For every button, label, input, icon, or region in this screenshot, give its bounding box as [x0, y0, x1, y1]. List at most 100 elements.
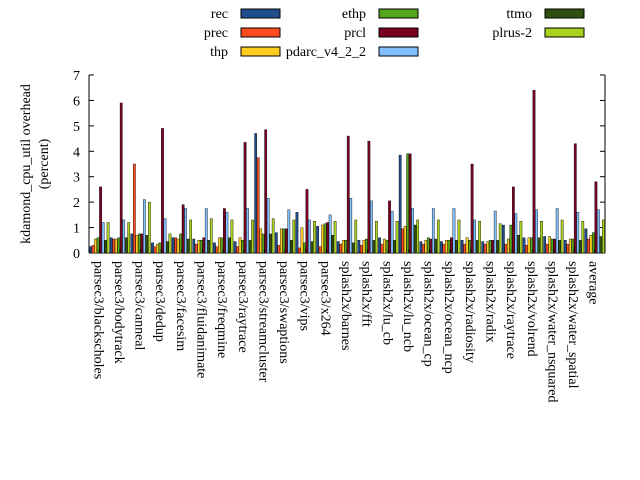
- bar-rec: [130, 233, 134, 254]
- bar-prcl: [284, 228, 288, 254]
- bar-prec: [339, 243, 343, 254]
- bar-ttmo: [578, 240, 582, 254]
- bar-plrus-2: [457, 219, 461, 254]
- bar-thp: [403, 226, 407, 254]
- bar-thp: [507, 238, 510, 254]
- bar-ethp: [426, 237, 430, 254]
- bar-rec: [481, 241, 485, 254]
- bar-thp: [156, 243, 159, 254]
- bar-rec: [584, 228, 588, 254]
- bar-rec: [213, 242, 216, 254]
- bar-rec: [543, 236, 546, 254]
- bar-plrus-2: [313, 221, 316, 254]
- bar-pdarc_v4_2_2: [431, 208, 435, 254]
- bar-plrus-2: [560, 219, 564, 254]
- bar-rec: [233, 241, 237, 254]
- bar-prcl: [99, 186, 102, 254]
- bar-prec: [256, 157, 260, 254]
- bar-prcl: [119, 102, 123, 254]
- legend-entry: prec: [204, 26, 281, 41]
- bar-ttmo: [455, 240, 458, 254]
- legend-entry: plrus-2: [492, 26, 585, 41]
- bar-rec: [254, 133, 258, 254]
- bar-prcl: [243, 142, 247, 254]
- x-tick-label: parsec3/raytrace: [235, 261, 250, 353]
- x-tick-label: parsec3/facesim: [173, 261, 188, 351]
- bar-pdarc_v4_2_2: [349, 198, 353, 254]
- bar-prec: [545, 243, 549, 254]
- bar-thp: [321, 224, 324, 254]
- bar-prec: [318, 246, 322, 254]
- legend: rec prec thp ethp prcl pdarc_v4_2_2 ttmo plrus-…: [204, 7, 585, 60]
- bar-ttmo: [269, 233, 273, 254]
- bar-prcl: [594, 181, 598, 254]
- x-tick-label: parsec3/vips: [297, 261, 312, 331]
- x-tick-label: splash2x/radix: [483, 261, 498, 343]
- bar-prcl: [491, 240, 495, 254]
- y-axis-label-line-2: (percent): [37, 138, 52, 189]
- x-tick-label: parsec3/freqmine: [214, 261, 229, 358]
- bar-pdarc_v4_2_2: [266, 198, 270, 254]
- bar-prcl: [367, 140, 371, 254]
- bar-ttmo: [228, 237, 231, 254]
- bar-rec: [171, 237, 175, 254]
- bar-ethp: [550, 238, 554, 254]
- bar-prcl: [326, 222, 329, 254]
- x-tick-label: parsec3/bodytrack: [111, 261, 126, 364]
- bar-prcl: [161, 128, 164, 254]
- y-tick-label: 5: [73, 120, 80, 135]
- bar-prec: [587, 238, 590, 254]
- bar-thp: [176, 238, 180, 254]
- bar-rec: [357, 240, 361, 254]
- legend-label: ttmo: [506, 7, 532, 22]
- bar-ttmo: [372, 240, 376, 254]
- x-tick-label: splash2x/water_nsquared: [544, 261, 559, 403]
- x-tick-label: average: [586, 261, 601, 305]
- bar-thp: [197, 240, 201, 254]
- x-tick-label: splash2x/raytrace: [503, 261, 518, 359]
- bar-pdarc_v4_2_2: [328, 214, 332, 254]
- bar-rec: [440, 241, 443, 254]
- x-tick-label: splash2x/fft: [359, 261, 374, 327]
- axes: 0 1 2 3 4 5 6 7: [73, 69, 606, 262]
- x-tick-label: splash2x/barnes: [338, 261, 353, 350]
- bar-prec: [401, 228, 405, 254]
- bar-ethp: [344, 240, 348, 254]
- bar-thp: [300, 227, 304, 254]
- bar-ttmo: [166, 241, 169, 254]
- bar-plrus-2: [271, 218, 275, 254]
- bar-ttmo: [413, 224, 417, 254]
- bar-plrus-2: [251, 219, 254, 254]
- bar-prec: [194, 243, 198, 254]
- legend-label: thp: [210, 45, 228, 60]
- bar-thp: [589, 234, 593, 254]
- bar-rec: [316, 226, 319, 254]
- x-tick-label: parsec3/swaptions: [276, 261, 291, 364]
- bar-ttmo: [310, 241, 314, 254]
- legend-swatch: [378, 8, 419, 19]
- bar-ttmo: [558, 240, 561, 254]
- bar-thp: [94, 238, 97, 254]
- bar-plrus-2: [106, 222, 110, 254]
- bar-thp: [445, 240, 448, 254]
- bar-ttmo: [186, 238, 190, 254]
- x-tick-label: splash2x/volrend: [524, 261, 539, 357]
- bar-plrus-2: [333, 221, 337, 254]
- bar-ethp: [509, 224, 513, 254]
- legend-entry: rec: [211, 7, 281, 22]
- bar-plrus-2: [168, 233, 172, 254]
- bar-ethp: [571, 238, 575, 254]
- bar-ttmo: [124, 237, 128, 254]
- x-tick-label: splash2x/lu_cb: [379, 261, 394, 345]
- legend-entry: pdarc_v4_2_2: [286, 45, 419, 60]
- legend-swatch: [240, 27, 281, 38]
- x-tick-label: parsec3/canneal: [132, 261, 147, 350]
- bar-prec: [215, 246, 219, 254]
- bar-thp: [383, 238, 386, 254]
- bar-rec: [151, 242, 154, 254]
- bar-pdarc_v4_2_2: [555, 208, 559, 254]
- bar-rec: [274, 232, 278, 254]
- bar-plrus-2: [540, 221, 543, 254]
- x-tick-label: splash2x/ocean_ncp: [441, 261, 456, 374]
- bar-prcl: [346, 135, 350, 254]
